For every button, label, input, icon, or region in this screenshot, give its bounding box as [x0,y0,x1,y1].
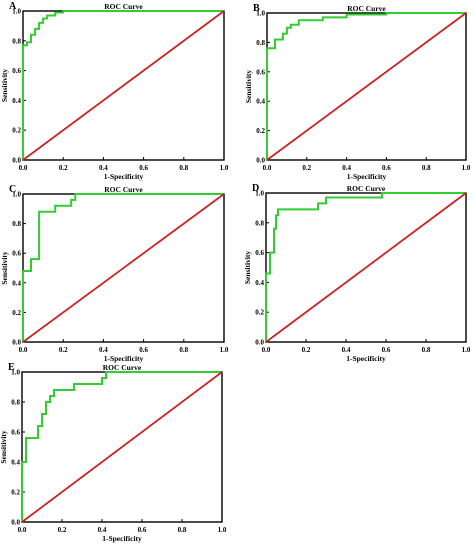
y-tick-label: 1.0 [12,191,21,199]
x-tick-label: 0.2 [302,346,311,354]
y-tick-label: 0.6 [12,250,21,258]
reference-diagonal-line [266,12,467,161]
y-tick-label: 0.6 [12,67,21,75]
x-tick-label: 0.8 [179,164,188,172]
y-tick-label: 0.0 [12,339,21,347]
y-tick-label: 0.8 [12,37,21,45]
y-tick-label: 0.8 [256,39,265,47]
chart-title: ROC Curve [104,185,143,194]
x-tick-label: 0.4 [98,526,107,534]
x-tick-label: 0.0 [19,346,28,354]
roc-curve-line [22,10,224,160]
x-tick-label: 0.8 [178,526,187,534]
y-tick-label: 0.0 [12,157,21,165]
y-tick-label: 0.6 [255,249,264,257]
panel-label: D [252,183,259,194]
x-tick-label: 0.6 [139,346,148,354]
roc-curve-line [266,12,466,160]
y-axis-label: Sensitivity [243,251,252,285]
x-tick-label: 0.6 [139,164,148,172]
reference-diagonal-line [22,193,225,343]
roc-curve-line [22,193,224,342]
y-tick-label: 0.0 [256,157,265,165]
reference-diagonal-line [22,10,225,161]
y-tick-label: 0.2 [12,127,21,135]
y-tick-label: 1.0 [12,8,21,16]
roc-panel-c: 0.0 0.2 0.4 0.6 0.8 1.00.00.20.40.60.81.0C ROC… [0,184,229,363]
x-tick-label: 1.0 [220,346,229,354]
y-tick-label: 0.2 [12,309,21,317]
roc-panel-d: 0.0 0.2 0.4 0.6 0.8 1.00.00.20.40.60.81.0D ROC… [243,183,471,363]
chart-title: ROC Curve [347,4,386,13]
x-tick-label: 1.0 [462,346,471,354]
y-tick-label: 0.2 [255,309,264,317]
x-tick-label: 0.6 [382,346,391,354]
y-tick-label: 0.8 [255,219,264,227]
panel-label: B [253,3,260,14]
x-tick-label: 0.2 [58,526,67,534]
reference-diagonal-line [21,371,223,523]
x-tick-label: 0.4 [342,346,351,354]
y-tick-label: 1.0 [256,10,265,18]
x-tick-label: 0.0 [19,164,28,172]
y-tick-label: 0.4 [12,279,21,287]
y-tick-label: 0.0 [11,519,20,527]
x-tick-label: 0.4 [99,346,108,354]
panel-label: E [8,362,15,373]
y-axis-label: Sensitivity [244,70,253,104]
y-tick-label: 0.2 [256,127,265,135]
x-tick-label: 1.0 [462,164,471,172]
chart-title: ROC Curve [104,2,143,11]
reference-diagonal-line [265,192,467,343]
x-axis-label: 1-Specificity [347,172,387,181]
x-axis-label: 1-Specificity [104,354,144,363]
x-tick-label: 0.4 [342,164,351,172]
x-tick-label: 0.2 [302,164,311,172]
x-axis-label: 1-Specificity [346,354,386,363]
x-tick-label: 0.0 [262,346,271,354]
x-tick-label: 0.8 [179,346,188,354]
y-tick-label: 1.0 [255,190,264,198]
roc-curve-line [265,192,466,342]
x-tick-label: 0.0 [263,164,272,172]
y-tick-label: 0.4 [255,279,264,287]
y-tick-label: 0.8 [11,399,20,407]
x-tick-label: 0.2 [59,164,68,172]
x-tick-label: 0.6 [382,164,391,172]
chart-title: ROC Curve [347,184,386,193]
y-tick-label: 0.6 [11,429,20,437]
y-tick-label: 1.0 [11,369,20,377]
y-tick-label: 0.4 [256,98,265,106]
x-tick-label: 0.6 [138,526,147,534]
roc-panel-e: 0.0 0.2 0.4 0.6 0.8 1.00.00.20.40.60.81.0E ROC… [0,362,227,543]
x-tick-label: 0.0 [18,526,27,534]
x-axis-label: 1-Specificity [104,172,144,181]
y-tick-label: 0.8 [12,220,21,228]
y-axis-label: Sensitivity [0,251,9,285]
y-tick-label: 0.4 [12,97,21,105]
roc-panel-b: 0.0 0.2 0.4 0.6 0.8 1.00.00.20.40.60.81.0B ROC… [244,3,471,181]
x-tick-label: 0.8 [422,164,431,172]
panel-label: C [9,184,16,195]
chart-title: ROC Curve [103,363,142,372]
panel-label: A [9,1,17,12]
y-axis-label: Sensitivity [0,430,8,464]
x-tick-label: 0.4 [99,164,108,172]
y-axis-label: Sensitivity [0,69,9,103]
y-tick-label: 0.6 [256,68,265,76]
plot-frame [265,192,467,343]
x-tick-label: 0.8 [422,346,431,354]
roc-curve-line [21,371,222,522]
x-tick-label: 0.2 [59,346,68,354]
roc-panel-a: 0.0 0.2 0.4 0.6 0.8 1.00.00.20.40.60.81.0A ROC… [0,1,229,181]
x-tick-label: 1.0 [220,164,229,172]
x-tick-label: 1.0 [218,526,227,534]
x-axis-label: 1-Specificity [102,534,142,543]
y-tick-label: 0.2 [11,489,20,497]
y-tick-label: 0.4 [11,459,20,467]
y-tick-label: 0.0 [255,339,264,347]
